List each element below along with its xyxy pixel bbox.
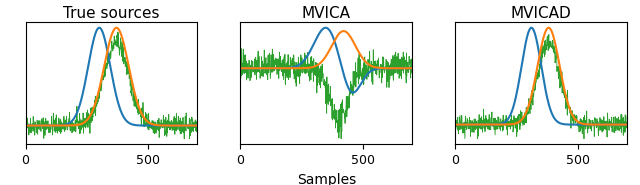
- Title: MVICAD: MVICAD: [511, 6, 572, 21]
- Title: MVICA: MVICA: [302, 6, 351, 21]
- X-axis label: Samples: Samples: [297, 173, 356, 185]
- Title: True sources: True sources: [63, 6, 160, 21]
